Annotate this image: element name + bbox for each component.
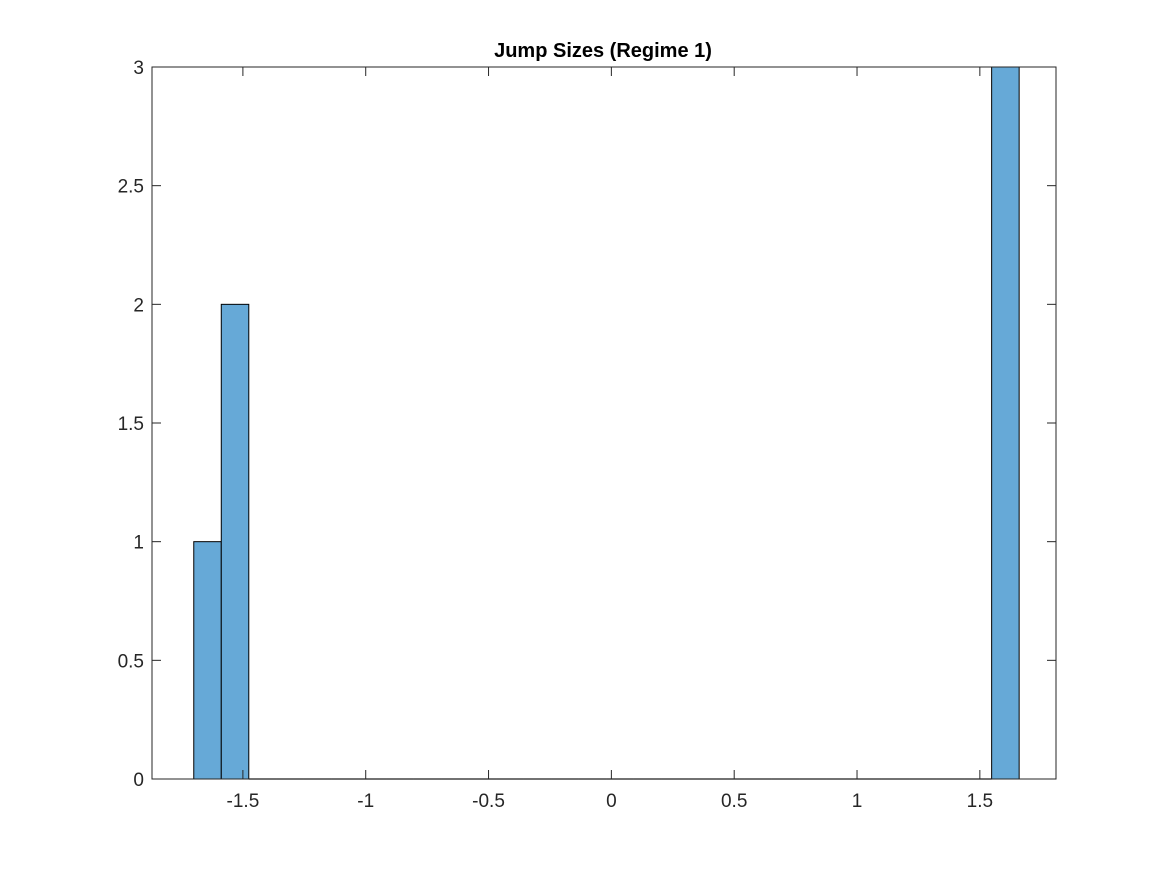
y-tick-label: 2.5 [118,177,144,198]
histogram-bar [220,303,250,780]
y-tick-label: 1 [133,533,144,554]
histogram-bars [193,66,1020,780]
x-tick-label: -1 [357,791,374,812]
x-tick-label: 0.5 [721,791,747,812]
x-tick-label: 0 [606,791,617,812]
x-tick-label: -1.5 [227,791,260,812]
y-tick-label: 0 [133,770,144,791]
x-tick-label: 1 [852,791,863,812]
y-tick-labels: 0 0.5 1 1.5 2 2.5 3 [118,58,144,791]
x-tick-labels: -1.5 -1 -0.5 0 0.5 1 1.5 [227,791,994,812]
chart-title: Jump Sizes (Regime 1) [494,40,712,62]
y-tick-label: 3 [133,58,144,79]
y-tick-label: 2 [133,295,144,316]
x-tick-label: 1.5 [967,791,993,812]
histogram-bar [991,66,1020,780]
histogram-bar [193,541,222,780]
x-tick-label: -0.5 [472,791,505,812]
axes-box [151,66,1057,780]
y-tick-label: 1.5 [118,414,144,435]
y-tick-label: 0.5 [118,651,144,672]
